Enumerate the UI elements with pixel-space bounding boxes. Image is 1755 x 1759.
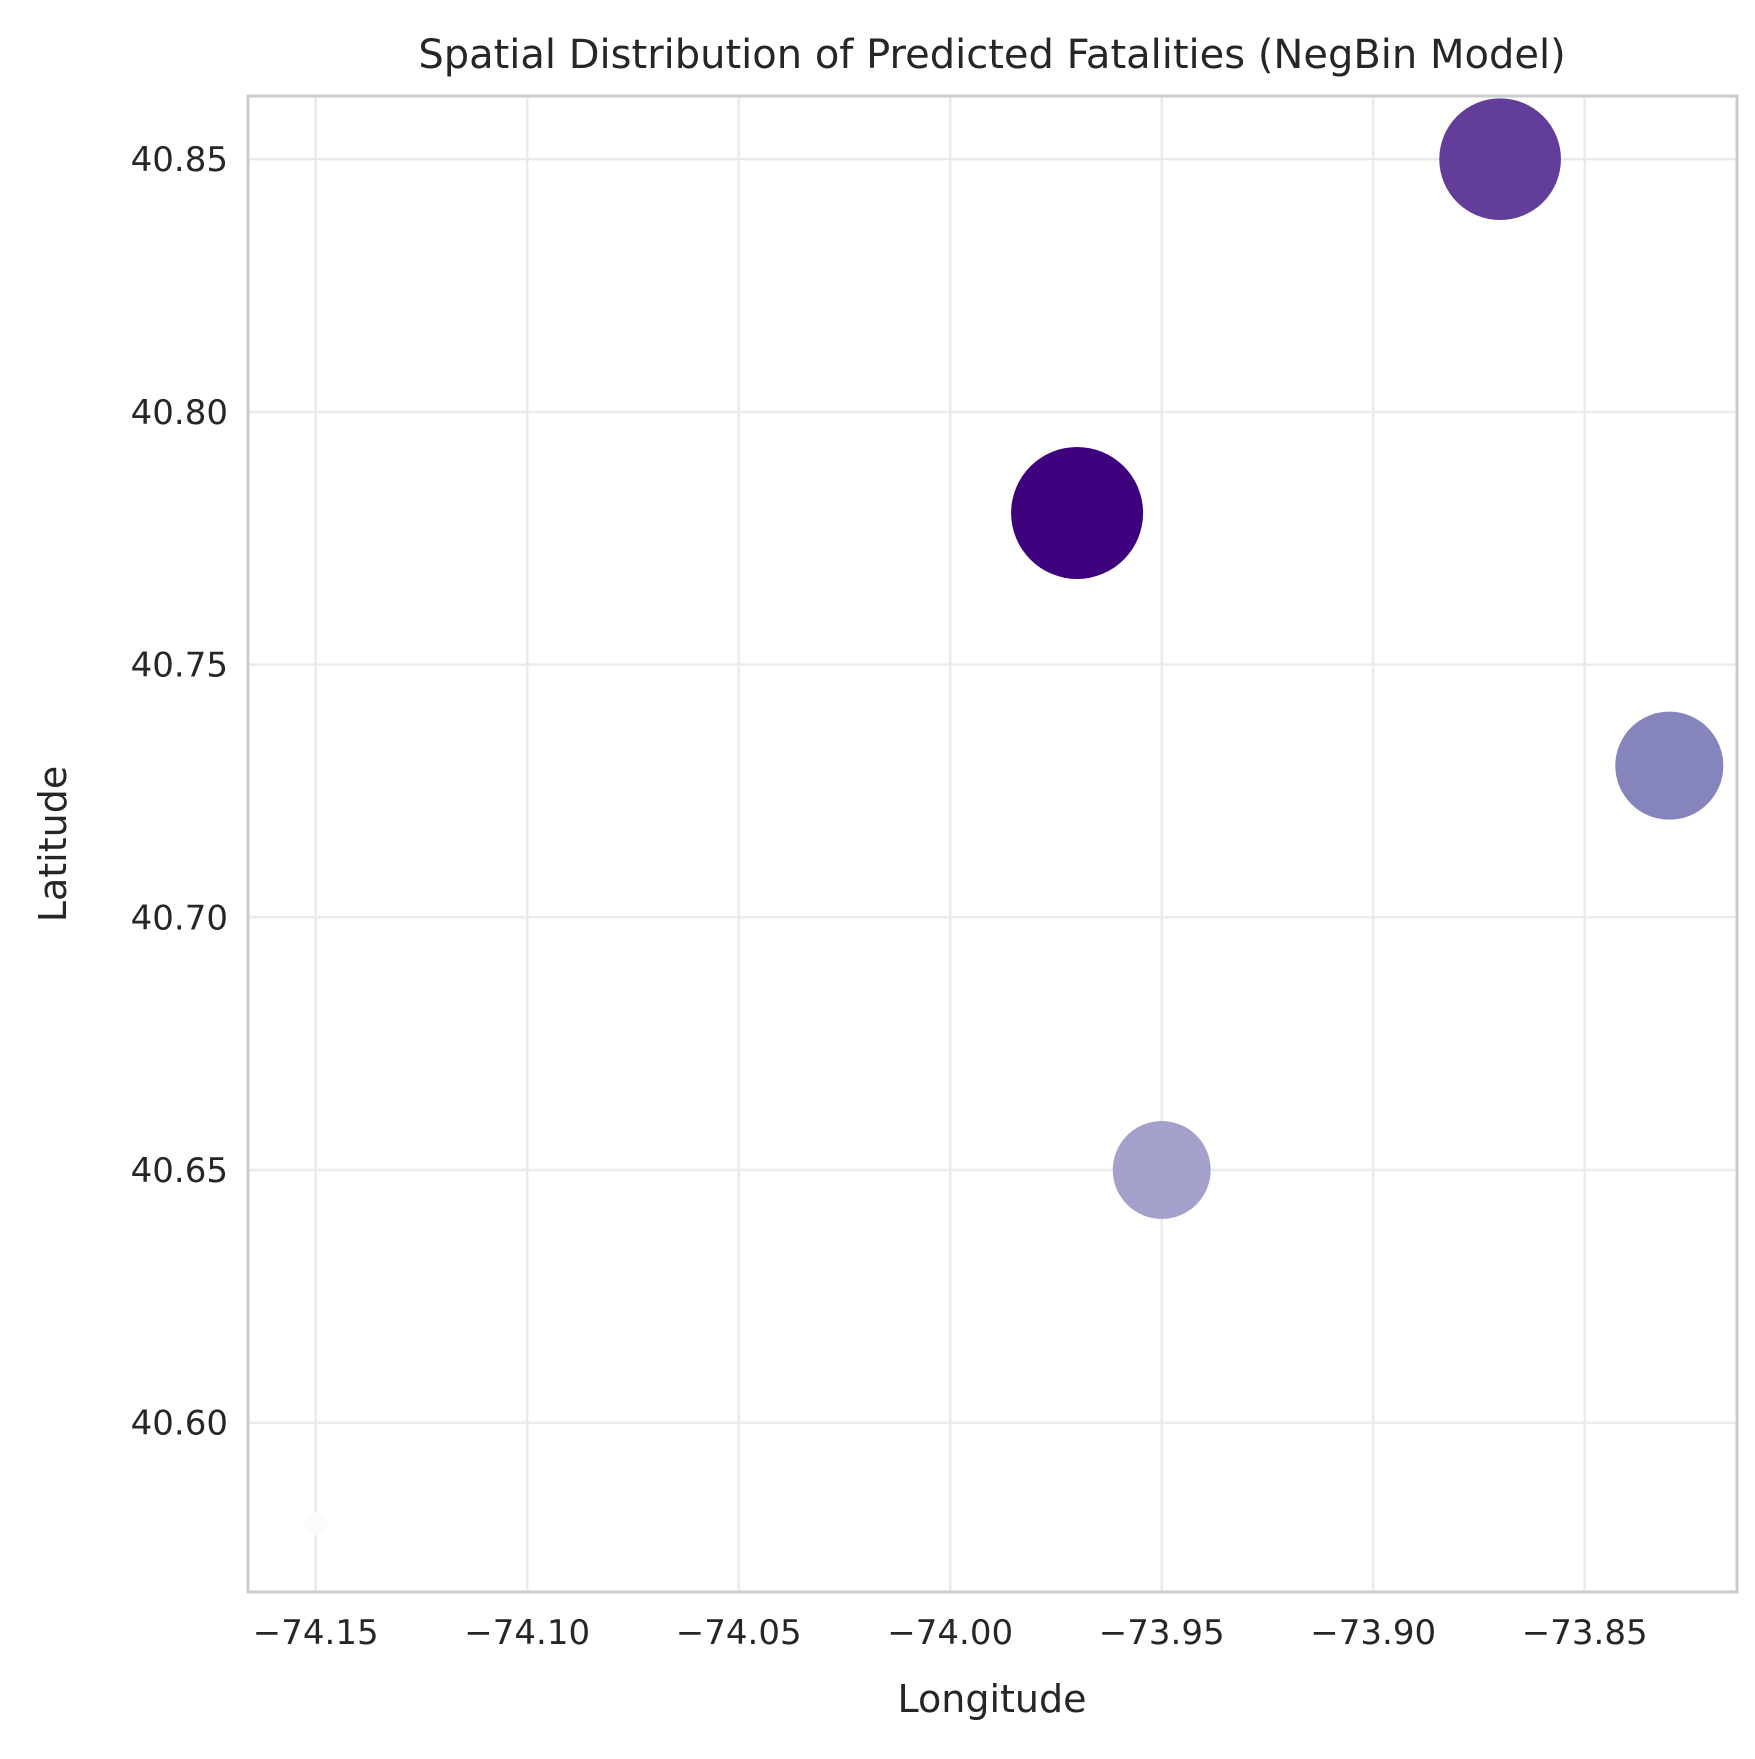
y-tick-label: 40.65	[131, 1151, 228, 1191]
grid	[248, 96, 1737, 1592]
y-tick-label: 40.75	[131, 646, 228, 686]
x-tick-label: −74.10	[464, 1613, 590, 1653]
scatter-point	[1112, 1121, 1211, 1219]
y-tick-label: 40.80	[131, 393, 228, 433]
x-tick-label: −74.05	[676, 1613, 802, 1653]
data-points	[304, 98, 1724, 1536]
y-axis-label: Latitude	[31, 766, 75, 922]
plot-frame	[246, 94, 1739, 1594]
x-tick-labels: −74.15 −74.10 −74.05 −74.00 −73.95 −73.90 −73.…	[253, 1613, 1648, 1653]
x-tick-label: −74.15	[253, 1613, 379, 1653]
y-tick-label: 40.70	[131, 898, 228, 938]
x-tick-label: −74.00	[887, 1613, 1013, 1653]
y-tick-label: 40.85	[131, 140, 228, 180]
y-tick-label: 40.60	[131, 1404, 228, 1444]
scatter-point	[304, 1512, 328, 1536]
scatter-point	[1615, 711, 1724, 820]
x-tick-label: −73.90	[1310, 1613, 1436, 1653]
x-tick-label: −73.85	[1522, 1613, 1648, 1653]
scatter-point	[1439, 98, 1561, 221]
scatter-point	[1011, 446, 1144, 579]
chart-title: Spatial Distribution of Predicted Fatali…	[418, 32, 1565, 78]
x-tick-label: −73.95	[1099, 1613, 1225, 1653]
x-axis-label: Longitude	[898, 1677, 1087, 1721]
y-tick-labels: 40.60 40.65 40.70 40.75 40.80 40.85	[131, 140, 228, 1444]
